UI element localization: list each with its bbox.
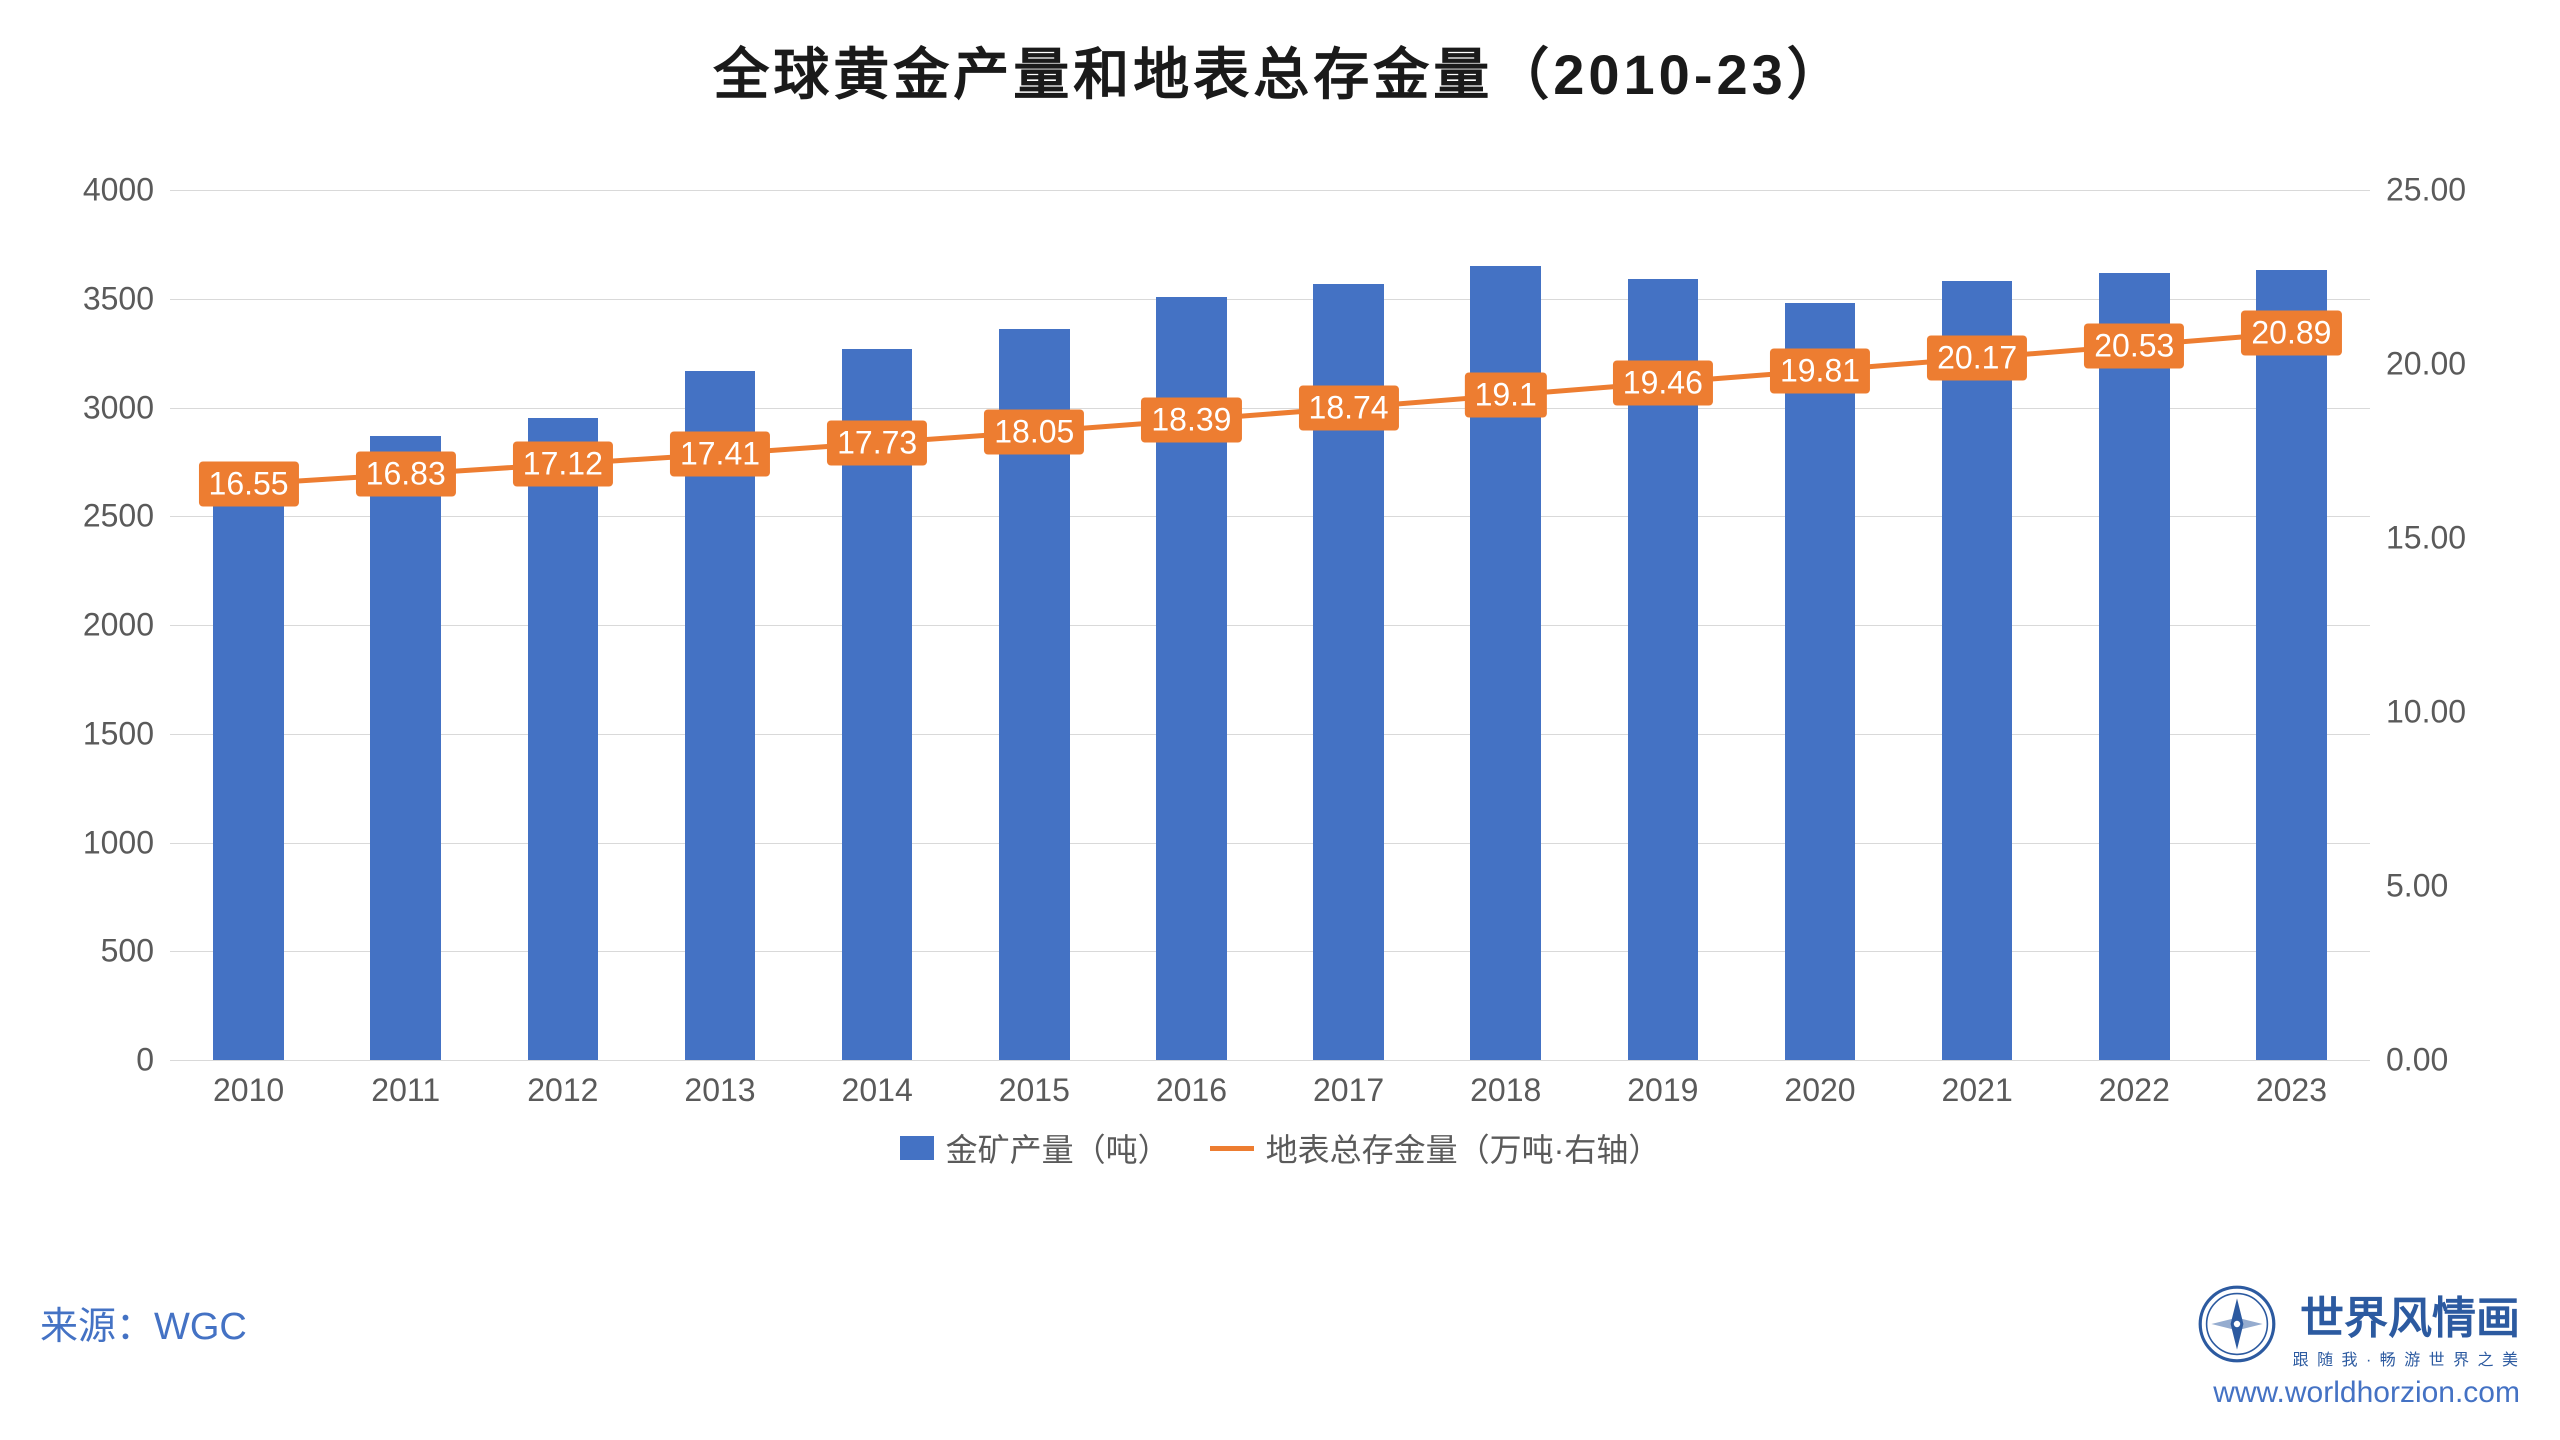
gridline xyxy=(170,516,2370,517)
gridline xyxy=(170,1060,2370,1061)
plot-region: 050010001500200025003000350040000.005.00… xyxy=(170,190,2370,1060)
line-value-label: 17.41 xyxy=(670,432,770,477)
y-right-tick: 20.00 xyxy=(2370,346,2466,383)
y-left-tick: 3000 xyxy=(83,389,170,426)
x-tick: 2010 xyxy=(213,1060,284,1109)
y-left-tick: 2000 xyxy=(83,607,170,644)
y-right-tick: 10.00 xyxy=(2370,694,2466,731)
chart-title: 全球黄金产量和地表总存金量（2010-23） xyxy=(0,30,2560,111)
brand-text: 世界风情画 跟 随 我 · 畅 游 世 界 之 美 xyxy=(2293,1282,2520,1370)
x-tick: 2018 xyxy=(1470,1060,1541,1109)
line-value-label: 18.39 xyxy=(1141,398,1241,443)
page: 全球黄金产量和地表总存金量（2010-23） 05001000150020002… xyxy=(0,0,2560,1440)
brand-url: www.worldhorzion.com xyxy=(2197,1376,2520,1410)
x-tick: 2011 xyxy=(371,1060,440,1109)
y-right-tick: 0.00 xyxy=(2370,1042,2448,1079)
line-value-label: 19.46 xyxy=(1613,360,1713,405)
x-tick: 2022 xyxy=(2099,1060,2170,1109)
y-right-tick: 5.00 xyxy=(2370,868,2448,905)
source-label: 来源：WGC xyxy=(40,1295,247,1350)
y-left-tick: 1500 xyxy=(83,715,170,752)
legend-item: 地表总存金量（万吨·右轴） xyxy=(1210,1125,1661,1171)
y-left-tick: 2500 xyxy=(83,498,170,535)
line-value-label: 19.1 xyxy=(1465,373,1547,418)
line-value-label: 18.74 xyxy=(1299,385,1399,430)
line-value-label: 19.81 xyxy=(1770,348,1870,393)
gridline xyxy=(170,408,2370,409)
bar xyxy=(1785,303,1856,1060)
y-left-tick: 3500 xyxy=(83,280,170,317)
x-tick: 2023 xyxy=(2256,1060,2327,1109)
gridline xyxy=(170,299,2370,300)
x-tick: 2014 xyxy=(842,1060,913,1109)
gridline xyxy=(170,951,2370,952)
x-tick: 2015 xyxy=(999,1060,1070,1109)
brand-tagline: 跟 随 我 · 畅 游 世 界 之 美 xyxy=(2293,1346,2520,1370)
line-value-label: 20.17 xyxy=(1927,336,2027,381)
y-right-tick: 15.00 xyxy=(2370,520,2466,557)
legend-label: 金矿产量（吨） xyxy=(946,1125,1170,1171)
bar xyxy=(370,436,441,1060)
line-value-label: 20.53 xyxy=(2084,323,2184,368)
gridline xyxy=(170,190,2370,191)
legend: 金矿产量（吨） 地表总存金量（万吨·右轴） xyxy=(0,1125,2560,1171)
x-tick: 2019 xyxy=(1627,1060,1698,1109)
brand-block: 世界风情画 跟 随 我 · 畅 游 世 界 之 美 www.worldhorzi… xyxy=(2197,1282,2520,1410)
line-value-label: 18.05 xyxy=(984,409,1084,454)
bar xyxy=(2099,273,2170,1060)
y-left-tick: 4000 xyxy=(83,172,170,209)
bar xyxy=(1942,281,2013,1060)
y-left-tick: 500 xyxy=(101,933,170,970)
line-value-label: 17.73 xyxy=(827,420,927,465)
x-tick: 2020 xyxy=(1784,1060,1855,1109)
brand-row: 世界风情画 跟 随 我 · 畅 游 世 界 之 美 xyxy=(2197,1282,2520,1370)
legend-swatch-line xyxy=(1210,1146,1254,1151)
legend-label: 地表总存金量（万吨·右轴） xyxy=(1266,1125,1661,1171)
bar xyxy=(2256,270,2327,1060)
brand-name: 世界风情画 xyxy=(2293,1282,2520,1346)
line-value-label: 20.89 xyxy=(2241,311,2341,356)
legend-swatch-box xyxy=(900,1136,934,1160)
line-value-label: 16.55 xyxy=(199,462,299,507)
line-value-label: 17.12 xyxy=(513,442,613,487)
legend-item: 金矿产量（吨） xyxy=(900,1125,1170,1171)
x-tick: 2012 xyxy=(527,1060,598,1109)
y-left-tick: 0 xyxy=(136,1042,170,1079)
globe-compass-icon xyxy=(2197,1284,2277,1369)
gridline xyxy=(170,734,2370,735)
y-left-tick: 1000 xyxy=(83,824,170,861)
x-tick: 2013 xyxy=(684,1060,755,1109)
x-tick: 2016 xyxy=(1156,1060,1227,1109)
x-tick: 2021 xyxy=(1942,1060,2013,1109)
x-tick: 2017 xyxy=(1313,1060,1384,1109)
bar xyxy=(528,418,599,1060)
gridline xyxy=(170,843,2370,844)
chart-area: 050010001500200025003000350040000.005.00… xyxy=(170,190,2370,1060)
bar xyxy=(213,462,284,1060)
gridline xyxy=(170,625,2370,626)
line-value-label: 16.83 xyxy=(356,452,456,497)
y-right-tick: 25.00 xyxy=(2370,172,2466,209)
